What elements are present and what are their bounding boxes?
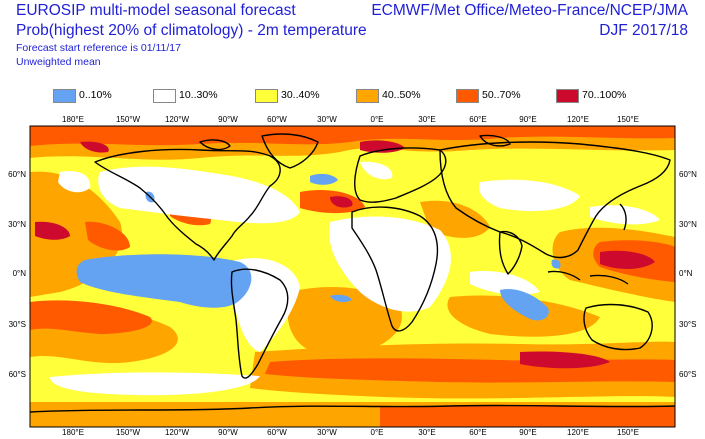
lat-label-left-0n: 0°N (13, 269, 27, 278)
lon-label-top-90e: 90°E (519, 115, 536, 124)
lon-label-top-30e: 30°E (418, 115, 435, 124)
legend-swatch-10-30 (153, 89, 176, 103)
lon-label-bottom-60e: 60°E (469, 428, 486, 437)
lon-label-bottom-30w: 30°W (317, 428, 337, 437)
lon-label-top-0e: 0°E (371, 115, 384, 124)
legend-swatch-50-70 (456, 89, 479, 103)
lat-label-left-60n: 60°N (8, 170, 26, 179)
lat-label-right-30n: 30°N (679, 220, 697, 229)
lon-label-bottom-150w: 150°W (116, 428, 141, 437)
legend-label-50-70: 50..70% (482, 89, 521, 101)
legend-label-30-40: 30..40% (281, 89, 320, 101)
lat-label-right-30s: 30°S (679, 320, 696, 329)
lon-label-top-150e: 150°E (617, 115, 639, 124)
lon-label-top-90w: 90°W (218, 115, 238, 124)
lat-label-left-30n: 30°N (8, 220, 26, 229)
lon-label-bottom-120w: 120°W (165, 428, 190, 437)
centres-title: ECMWF/Met Office/Meteo-France/NCEP/JMA (371, 2, 688, 19)
season-title: DJF 2017/18 (599, 22, 688, 39)
lon-label-top-60w: 60°W (267, 115, 287, 124)
legend-swatch-0-10 (53, 89, 76, 103)
legend-label-70-100: 70..100% (582, 89, 627, 101)
top-longitude-labels: 180°E 150°W 120°W 90°W 60°W 30°W 0°E 30°… (62, 115, 639, 124)
legend-swatch-30-40 (255, 89, 278, 103)
bottom-longitude-labels: 180°E 150°W 120°W 90°W 60°W 30°W 0°E 30°… (62, 428, 639, 437)
legend-label-10-30: 10..30% (179, 89, 218, 101)
lon-label-bottom-90e: 90°E (519, 428, 536, 437)
legend-swatch-70-100 (556, 89, 579, 103)
lon-label-top-180e: 180°E (62, 115, 84, 124)
lat-label-right-60s: 60°S (679, 370, 696, 379)
lon-label-top-120w: 120°W (165, 115, 190, 124)
coastlines (30, 133, 675, 413)
lon-label-bottom-90w: 90°W (218, 428, 238, 437)
map-field (30, 126, 675, 427)
lon-label-top-60e: 60°E (469, 115, 486, 124)
forecast-reference: Forecast start reference is 01/11/17 (16, 42, 181, 54)
dark-red-regions (35, 140, 655, 369)
lat-label-left-30s: 30°S (9, 320, 26, 329)
lon-label-top-30w: 30°W (317, 115, 337, 124)
legend-label-0-10: 0..10% (79, 89, 112, 101)
right-latitude-labels: 60°N 30°N 0°N 30°S 60°S (679, 170, 697, 379)
lon-label-bottom-60w: 60°W (267, 428, 287, 437)
lon-label-bottom-0e: 0°E (371, 428, 384, 437)
lat-label-right-60n: 60°N (679, 170, 697, 179)
lat-label-right-0n: 0°N (679, 269, 693, 278)
lon-label-bottom-180e: 180°E (62, 428, 84, 437)
legend-swatch-40-50 (356, 89, 379, 103)
legend: 0..10% 10..30% 30..40% 40..50% 50..70% 7… (0, 89, 705, 103)
lon-label-bottom-120e: 120°E (567, 428, 589, 437)
lat-label-left-60s: 60°S (9, 370, 26, 379)
lon-label-top-150w: 150°W (116, 115, 141, 124)
probability-map: 180°E 150°W 120°W 90°W 60°W 30°W 0°E 30°… (8, 115, 697, 437)
lon-label-bottom-30e: 30°E (418, 428, 435, 437)
map-frame (29, 125, 676, 428)
lon-label-bottom-150e: 150°E (617, 428, 639, 437)
lon-label-top-120e: 120°E (567, 115, 589, 124)
title-line-1: EUROSIP multi-model seasonal forecast (16, 2, 296, 19)
weighting-note: Unweighted mean (16, 56, 101, 68)
left-latitude-labels: 60°N 30°N 0°N 30°S 60°S (8, 170, 26, 379)
legend-label-40-50: 40..50% (382, 89, 421, 101)
title-line-2: Prob(highest 20% of climatology) - 2m te… (16, 22, 367, 39)
